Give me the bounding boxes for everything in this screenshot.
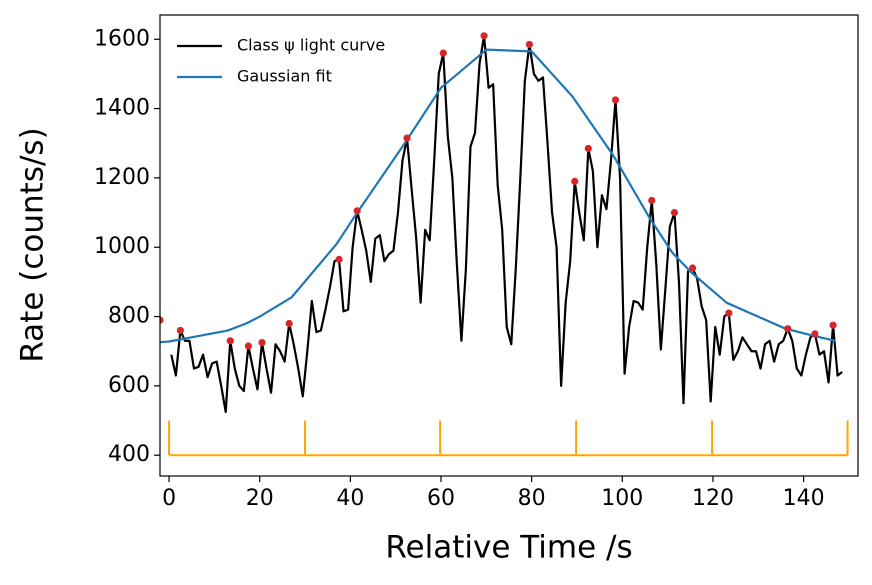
series-line (160, 48, 836, 344)
peak-point (571, 177, 579, 185)
legend-label: Class ψ light curve (237, 36, 385, 55)
y-tick-label: 600 (108, 373, 150, 398)
peak-point (439, 49, 447, 57)
x-tick-label: 60 (427, 486, 455, 511)
peak-point (688, 264, 697, 272)
peak-point (353, 207, 361, 215)
plot-area (160, 32, 849, 457)
x-tick-label: 80 (518, 486, 546, 511)
peak-point (525, 40, 533, 49)
peak-point (285, 319, 293, 328)
peak-point (160, 316, 164, 324)
axes-frame (159, 14, 859, 477)
y-tick-label: 1400 (94, 96, 150, 121)
x-tick-label: 0 (162, 486, 176, 511)
x-tick-label: 40 (336, 486, 364, 511)
y-tick-label: 1600 (94, 26, 150, 51)
peak-point (725, 309, 733, 317)
series-line (170, 34, 843, 413)
x-tick-label: 20 (246, 486, 274, 511)
x-axis-label: Relative Time /s (385, 530, 632, 566)
peak-point (335, 255, 343, 263)
y-tick-label: 1200 (94, 165, 150, 190)
x-tick-label: 120 (692, 486, 734, 511)
peak-point (480, 32, 488, 40)
peak-point (258, 338, 266, 347)
peak-point (670, 208, 679, 217)
y-tick-label: 1000 (94, 234, 150, 259)
x-tick-label: 140 (783, 486, 825, 511)
peak-point (811, 330, 819, 338)
peak-point (784, 325, 792, 333)
peak-point (648, 196, 656, 205)
peak-point (176, 326, 184, 335)
peak-point (829, 321, 837, 329)
y-tick-label: 800 (108, 304, 150, 329)
peak-point (584, 144, 592, 153)
peak-point (226, 337, 234, 345)
peak-point (403, 134, 411, 142)
y-tick-label: 400 (108, 442, 150, 467)
y-axis-label: Rate (counts/s) (15, 127, 51, 362)
peak-point (244, 342, 252, 350)
x-tick-label: 100 (601, 486, 643, 511)
legend-label: Gaussian fit (237, 67, 332, 86)
peak-point (611, 96, 620, 104)
